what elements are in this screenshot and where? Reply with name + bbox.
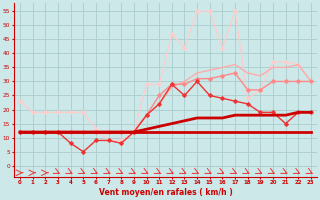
- X-axis label: Vent moyen/en rafales ( km/h ): Vent moyen/en rafales ( km/h ): [99, 188, 232, 197]
